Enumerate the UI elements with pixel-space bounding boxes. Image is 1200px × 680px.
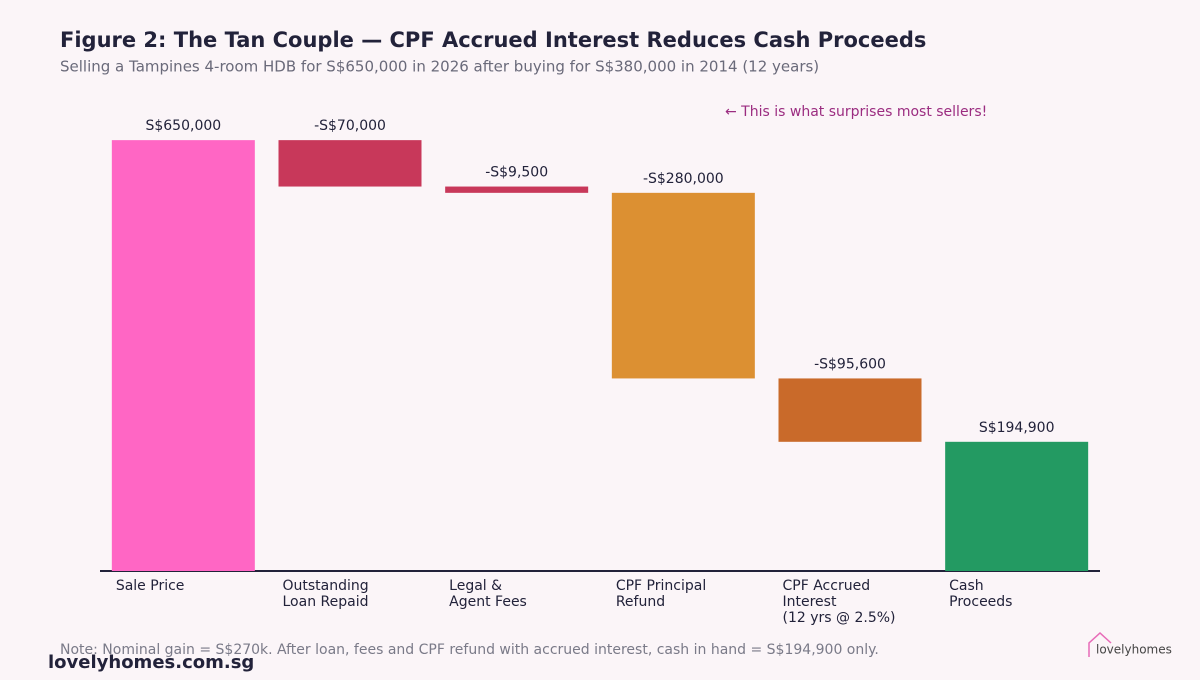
bar	[778, 378, 922, 442]
x-tick-label: CPF Principal Refund	[615, 578, 707, 610]
x-tick-label: Sale Price	[115, 578, 185, 594]
bar	[445, 186, 589, 193]
annotation: ← This is what surprises most sellers!	[725, 104, 987, 120]
x-tick-label: CPF Accrued Interest (12 yrs @ 2.5%)	[782, 578, 896, 626]
chart-subtitle: Selling a Tampines 4-room HDB for S$650,…	[60, 58, 819, 76]
bar	[278, 140, 422, 187]
value-label: S$194,900	[979, 420, 1055, 436]
logo-icon	[1088, 631, 1112, 657]
value-label: -S$95,600	[814, 356, 886, 372]
note: Note: Nominal gain = S$270k. After loan,…	[60, 642, 879, 658]
value-label: -S$280,000	[643, 171, 724, 187]
x-tick-label: Legal & Agent Fees	[449, 578, 527, 610]
x-tick-label: Outstanding Loan Repaid	[282, 578, 369, 610]
value-label: -S$70,000	[314, 118, 386, 134]
footer: lovelyhomes.com.sg	[48, 652, 254, 673]
bar	[111, 140, 255, 571]
bar	[611, 192, 755, 379]
value-label: -S$9,500	[485, 165, 548, 181]
value-label: S$650,000	[145, 118, 221, 134]
chart-title: Figure 2: The Tan Couple — CPF Accrued I…	[60, 28, 926, 52]
logo: lovelyhomes	[1096, 643, 1172, 657]
x-tick-label: Cash Proceeds	[949, 578, 1013, 610]
bar	[945, 441, 1089, 571]
